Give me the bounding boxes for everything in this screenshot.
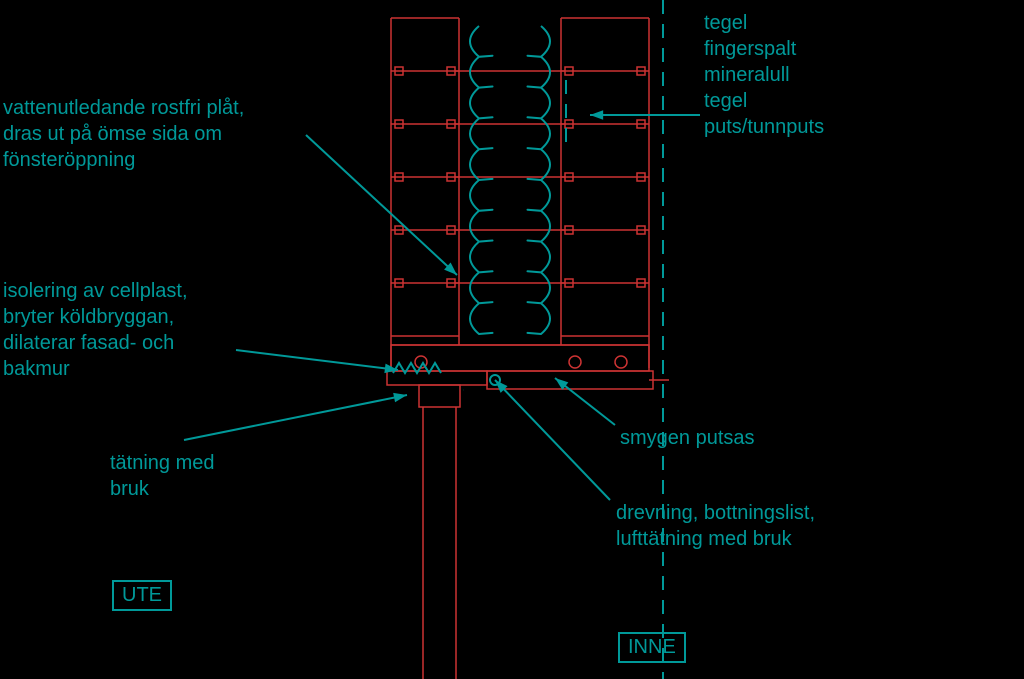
label-bruk: tätning med bruk bbox=[110, 450, 215, 502]
label-smygen: smygen putsas bbox=[620, 425, 755, 451]
label-cellplast: isolering av cellplast, bryter köldbrygg… bbox=[3, 278, 188, 382]
label-plat: vattenutledande rostfri plåt, dras ut på… bbox=[3, 95, 244, 173]
tag-ute: UTE bbox=[112, 580, 172, 611]
tag-inne: INNE bbox=[618, 632, 686, 663]
label-drevning: drevning, bottningslist, lufttätning med… bbox=[616, 500, 815, 552]
label-layers: tegel fingerspalt mineralull tegel puts/… bbox=[704, 10, 824, 140]
